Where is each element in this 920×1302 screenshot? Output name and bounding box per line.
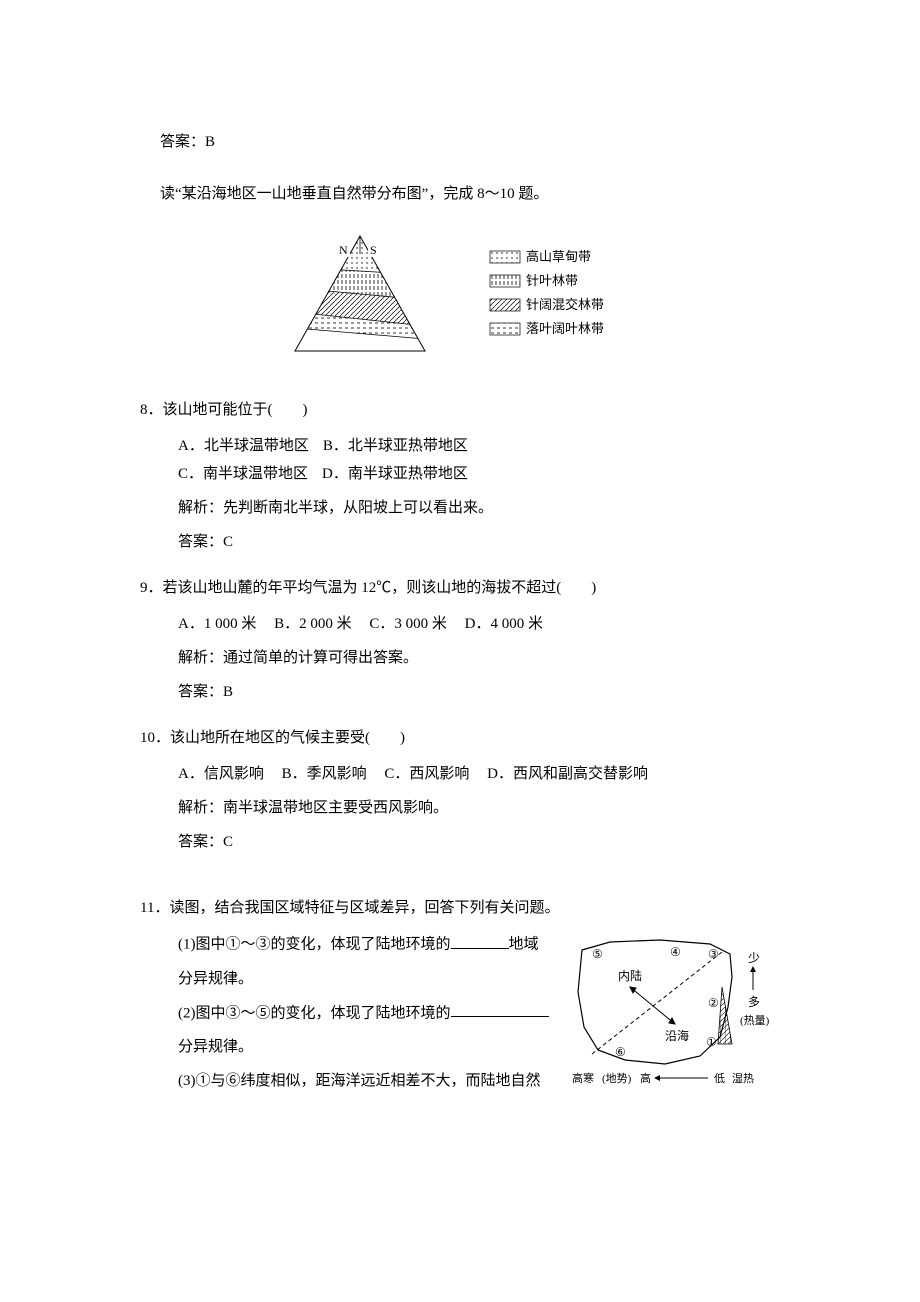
q9-opt-a: A．1 000 米 bbox=[178, 616, 256, 632]
q10-answer: 答案：C bbox=[178, 830, 780, 854]
q8-opt-d: D．南半球亚热带地区 bbox=[322, 466, 468, 482]
label-duo: 多 bbox=[748, 995, 760, 1009]
q10-explain: 解析：南半球温带地区主要受西风影响。 bbox=[178, 796, 780, 820]
label-neilu: 内陆 bbox=[618, 968, 642, 983]
q9-stem: 9．若该山地山麓的年平均气温为 12℃，则该山地的海拔不超过( ) bbox=[140, 576, 780, 600]
q8-opt-a: A．北半球温带地区 bbox=[178, 438, 309, 454]
q11-sub2-a: (2)图中③～⑤的变化，体现了陆地环境的 bbox=[178, 1005, 451, 1021]
legend-label-3: 落叶阔叶林带 bbox=[526, 321, 604, 336]
q8-stem: 8．该山地可能位于( ) bbox=[140, 398, 780, 422]
q10-opt-c: C．西风影响 bbox=[384, 766, 469, 782]
legend-label-0: 高山草甸带 bbox=[526, 249, 591, 264]
label-s: S bbox=[370, 243, 377, 257]
label-di: 低 bbox=[714, 1072, 725, 1085]
label-n: N bbox=[339, 243, 348, 257]
legend-label-2: 针阔混交林带 bbox=[526, 297, 604, 312]
q10-opt-b: B．季风影响 bbox=[282, 766, 367, 782]
q11-sub1c: 分异规律。 bbox=[178, 967, 558, 991]
question-11: 11．读图，结合我国区域特征与区域差异，回答下列有关问题。 (1)图中①～③的变… bbox=[140, 896, 780, 1103]
q10-stem: 10．该山地所在地区的气候主要受( ) bbox=[140, 726, 780, 750]
label-gaohan: 高寒 bbox=[572, 1071, 594, 1085]
legend-label-1: 针叶林带 bbox=[526, 273, 578, 288]
q8-opt-c: C．南半球温带地区 bbox=[178, 466, 308, 482]
bottom-axis: 高寒 (地势) 高 低 湿热 bbox=[572, 1071, 754, 1085]
question-8: 8．该山地可能位于( ) A．北半球温带地区 B．北半球亚热带地区 C．南半球温带… bbox=[140, 398, 780, 554]
q9-opt-b: B．2 000 米 bbox=[274, 616, 352, 632]
q11-sub1-b: 地域 bbox=[509, 937, 539, 953]
circ-3: ③ bbox=[708, 947, 719, 961]
q11-sub3: (3)①与⑥纬度相似，距海洋远近相差不大，而陆地自然 bbox=[178, 1069, 558, 1093]
q10-opt-a: A．信风影响 bbox=[178, 766, 264, 782]
q11-sub1-a: (1)图中①～③的变化，体现了陆地环境的 bbox=[178, 937, 451, 953]
circ-5: ⑤ bbox=[592, 947, 603, 961]
q9-answer: 答案：B bbox=[178, 680, 780, 704]
intro-text: 读“某沿海地区一山地垂直自然带分布图”，完成 8～10 题。 bbox=[160, 182, 780, 206]
q9-opt-d: D．4 000 米 bbox=[465, 616, 543, 632]
circ-4: ④ bbox=[670, 945, 681, 959]
china-region-figure: ⑤ ④ ③ ② ① ⑥ 内陆 沿海 少 多 (热量) 高 bbox=[570, 932, 780, 1100]
q10-opt-d: D．西风和副高交替影响 bbox=[487, 766, 648, 782]
blank-fill bbox=[451, 932, 509, 949]
q8-options: A．北半球温带地区 B．北半球亚热带地区 C．南半球温带地区 D．南半球亚热带地区 bbox=[178, 434, 780, 486]
label-yanhai: 沿海 bbox=[665, 1028, 689, 1043]
circ-1: ① bbox=[706, 1035, 717, 1049]
q11-sub1: (1)图中①～③的变化，体现了陆地环境的 地域 bbox=[178, 932, 558, 957]
blank-fill bbox=[451, 1001, 549, 1018]
q11-stem: 11．读图，结合我国区域特征与区域差异，回答下列有关问题。 bbox=[140, 896, 780, 920]
prev-answer: 答案：B bbox=[160, 130, 780, 154]
q8-opt-b: B．北半球亚热带地区 bbox=[323, 438, 468, 454]
label-reliang: (热量) bbox=[740, 1014, 770, 1027]
q11-sub2: (2)图中③～⑤的变化，体现了陆地环境的 bbox=[178, 1001, 558, 1026]
q11-sub2c: 分异规律。 bbox=[178, 1035, 558, 1059]
q9-options: A．1 000 米 B．2 000 米 C．3 000 米 D．4 000 米 bbox=[178, 612, 780, 636]
label-gao: 高 bbox=[640, 1071, 651, 1085]
question-10: 10．该山地所在地区的气候主要受( ) A．信风影响 B．季风影响 C．西风影响… bbox=[140, 726, 780, 854]
label-dishi: (地势) bbox=[602, 1072, 632, 1085]
q9-explain: 解析：通过简单的计算可得出答案。 bbox=[178, 646, 780, 670]
circ-2: ② bbox=[708, 996, 719, 1010]
q8-explain: 解析：先判断南北半球，从阳坡上可以看出来。 bbox=[178, 496, 780, 520]
right-axis: 少 多 (热量) bbox=[740, 951, 770, 1027]
mountain-figure: N S 高山草甸带 针叶林带 针阔混交林带 落叶阔叶林带 bbox=[140, 226, 780, 374]
question-9: 9．若该山地山麓的年平均气温为 12℃，则该山地的海拔不超过( ) A．1 00… bbox=[140, 576, 780, 704]
q9-opt-c: C．3 000 米 bbox=[369, 616, 447, 632]
label-shire: 湿热 bbox=[732, 1072, 754, 1085]
q8-answer: 答案：C bbox=[178, 530, 780, 554]
circ-6: ⑥ bbox=[615, 1045, 626, 1059]
label-shao: 少 bbox=[748, 951, 760, 965]
q10-options: A．信风影响 B．季风影响 C．西风影响 D．西风和副高交替影响 bbox=[178, 762, 780, 786]
